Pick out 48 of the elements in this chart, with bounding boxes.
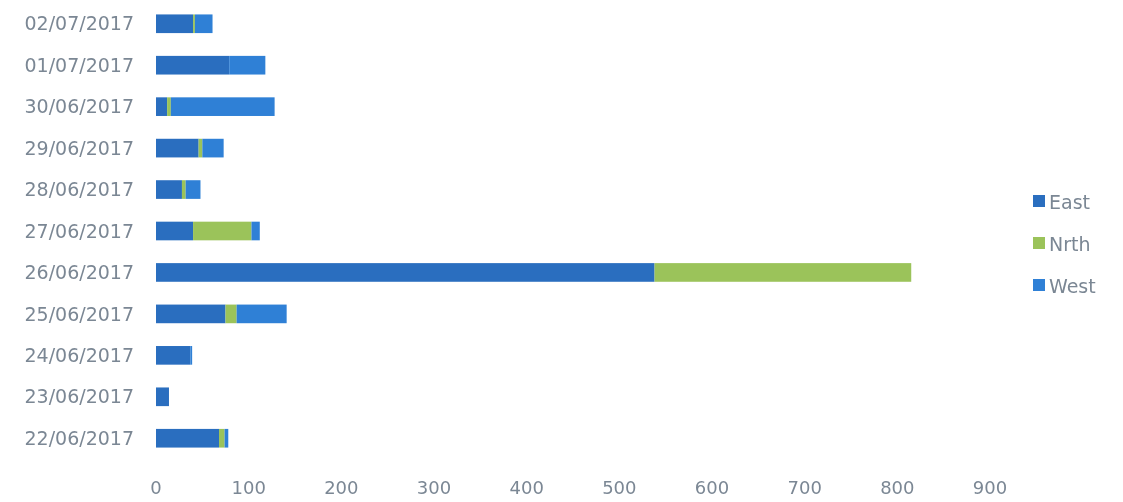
bar — [156, 428, 220, 448]
bar — [156, 97, 168, 116]
x-tick-label: 900 — [972, 477, 1008, 498]
bar — [229, 55, 266, 75]
bar — [251, 221, 260, 241]
y-tick-label: 22/06/2017 — [24, 426, 134, 449]
x-tick-label: 500 — [602, 477, 637, 498]
y-tick-label: 23/06/2017 — [24, 385, 134, 408]
bar — [156, 14, 194, 34]
bar — [156, 387, 169, 407]
x-tick-label: 100 — [231, 477, 266, 498]
y-tick-label: 28/06/2017 — [24, 178, 134, 201]
bar — [156, 304, 226, 324]
bar — [193, 221, 252, 241]
x-tick-label: 700 — [787, 477, 822, 498]
bar — [167, 97, 171, 116]
bar — [156, 55, 230, 75]
legend-label: Nrth — [1049, 232, 1091, 255]
bar — [156, 138, 199, 158]
x-tick-label: 600 — [694, 477, 730, 498]
bar — [654, 263, 912, 282]
legend-label: East — [1049, 190, 1090, 213]
y-tick-label: 02/07/2017 — [24, 12, 134, 35]
bar — [156, 180, 182, 199]
bar — [156, 346, 191, 365]
x-tick-label: 0 — [150, 477, 162, 498]
x-tick-label: 400 — [509, 477, 544, 498]
y-tick-label: 25/06/2017 — [24, 302, 134, 325]
x-tick-label: 200 — [324, 477, 359, 498]
x-tick-label: 800 — [880, 477, 915, 498]
y-tick-label: 01/07/2017 — [24, 53, 134, 76]
y-tick-label: 30/06/2017 — [24, 95, 134, 118]
legend-label: West — [1049, 274, 1096, 297]
y-tick-label: 29/06/2017 — [24, 136, 134, 159]
bar — [225, 304, 237, 324]
bar — [202, 138, 224, 158]
x-tick-label: 300 — [416, 477, 452, 498]
bar — [156, 263, 655, 282]
bar — [236, 304, 287, 324]
y-tick-label: 27/06/2017 — [24, 219, 134, 242]
y-tick-label: 26/06/2017 — [24, 261, 134, 284]
bar — [194, 14, 213, 34]
bar — [156, 221, 194, 241]
y-tick-label: 24/06/2017 — [24, 343, 134, 366]
bar — [185, 180, 201, 199]
bar — [170, 97, 275, 116]
bar — [181, 180, 186, 199]
bar — [219, 428, 225, 448]
